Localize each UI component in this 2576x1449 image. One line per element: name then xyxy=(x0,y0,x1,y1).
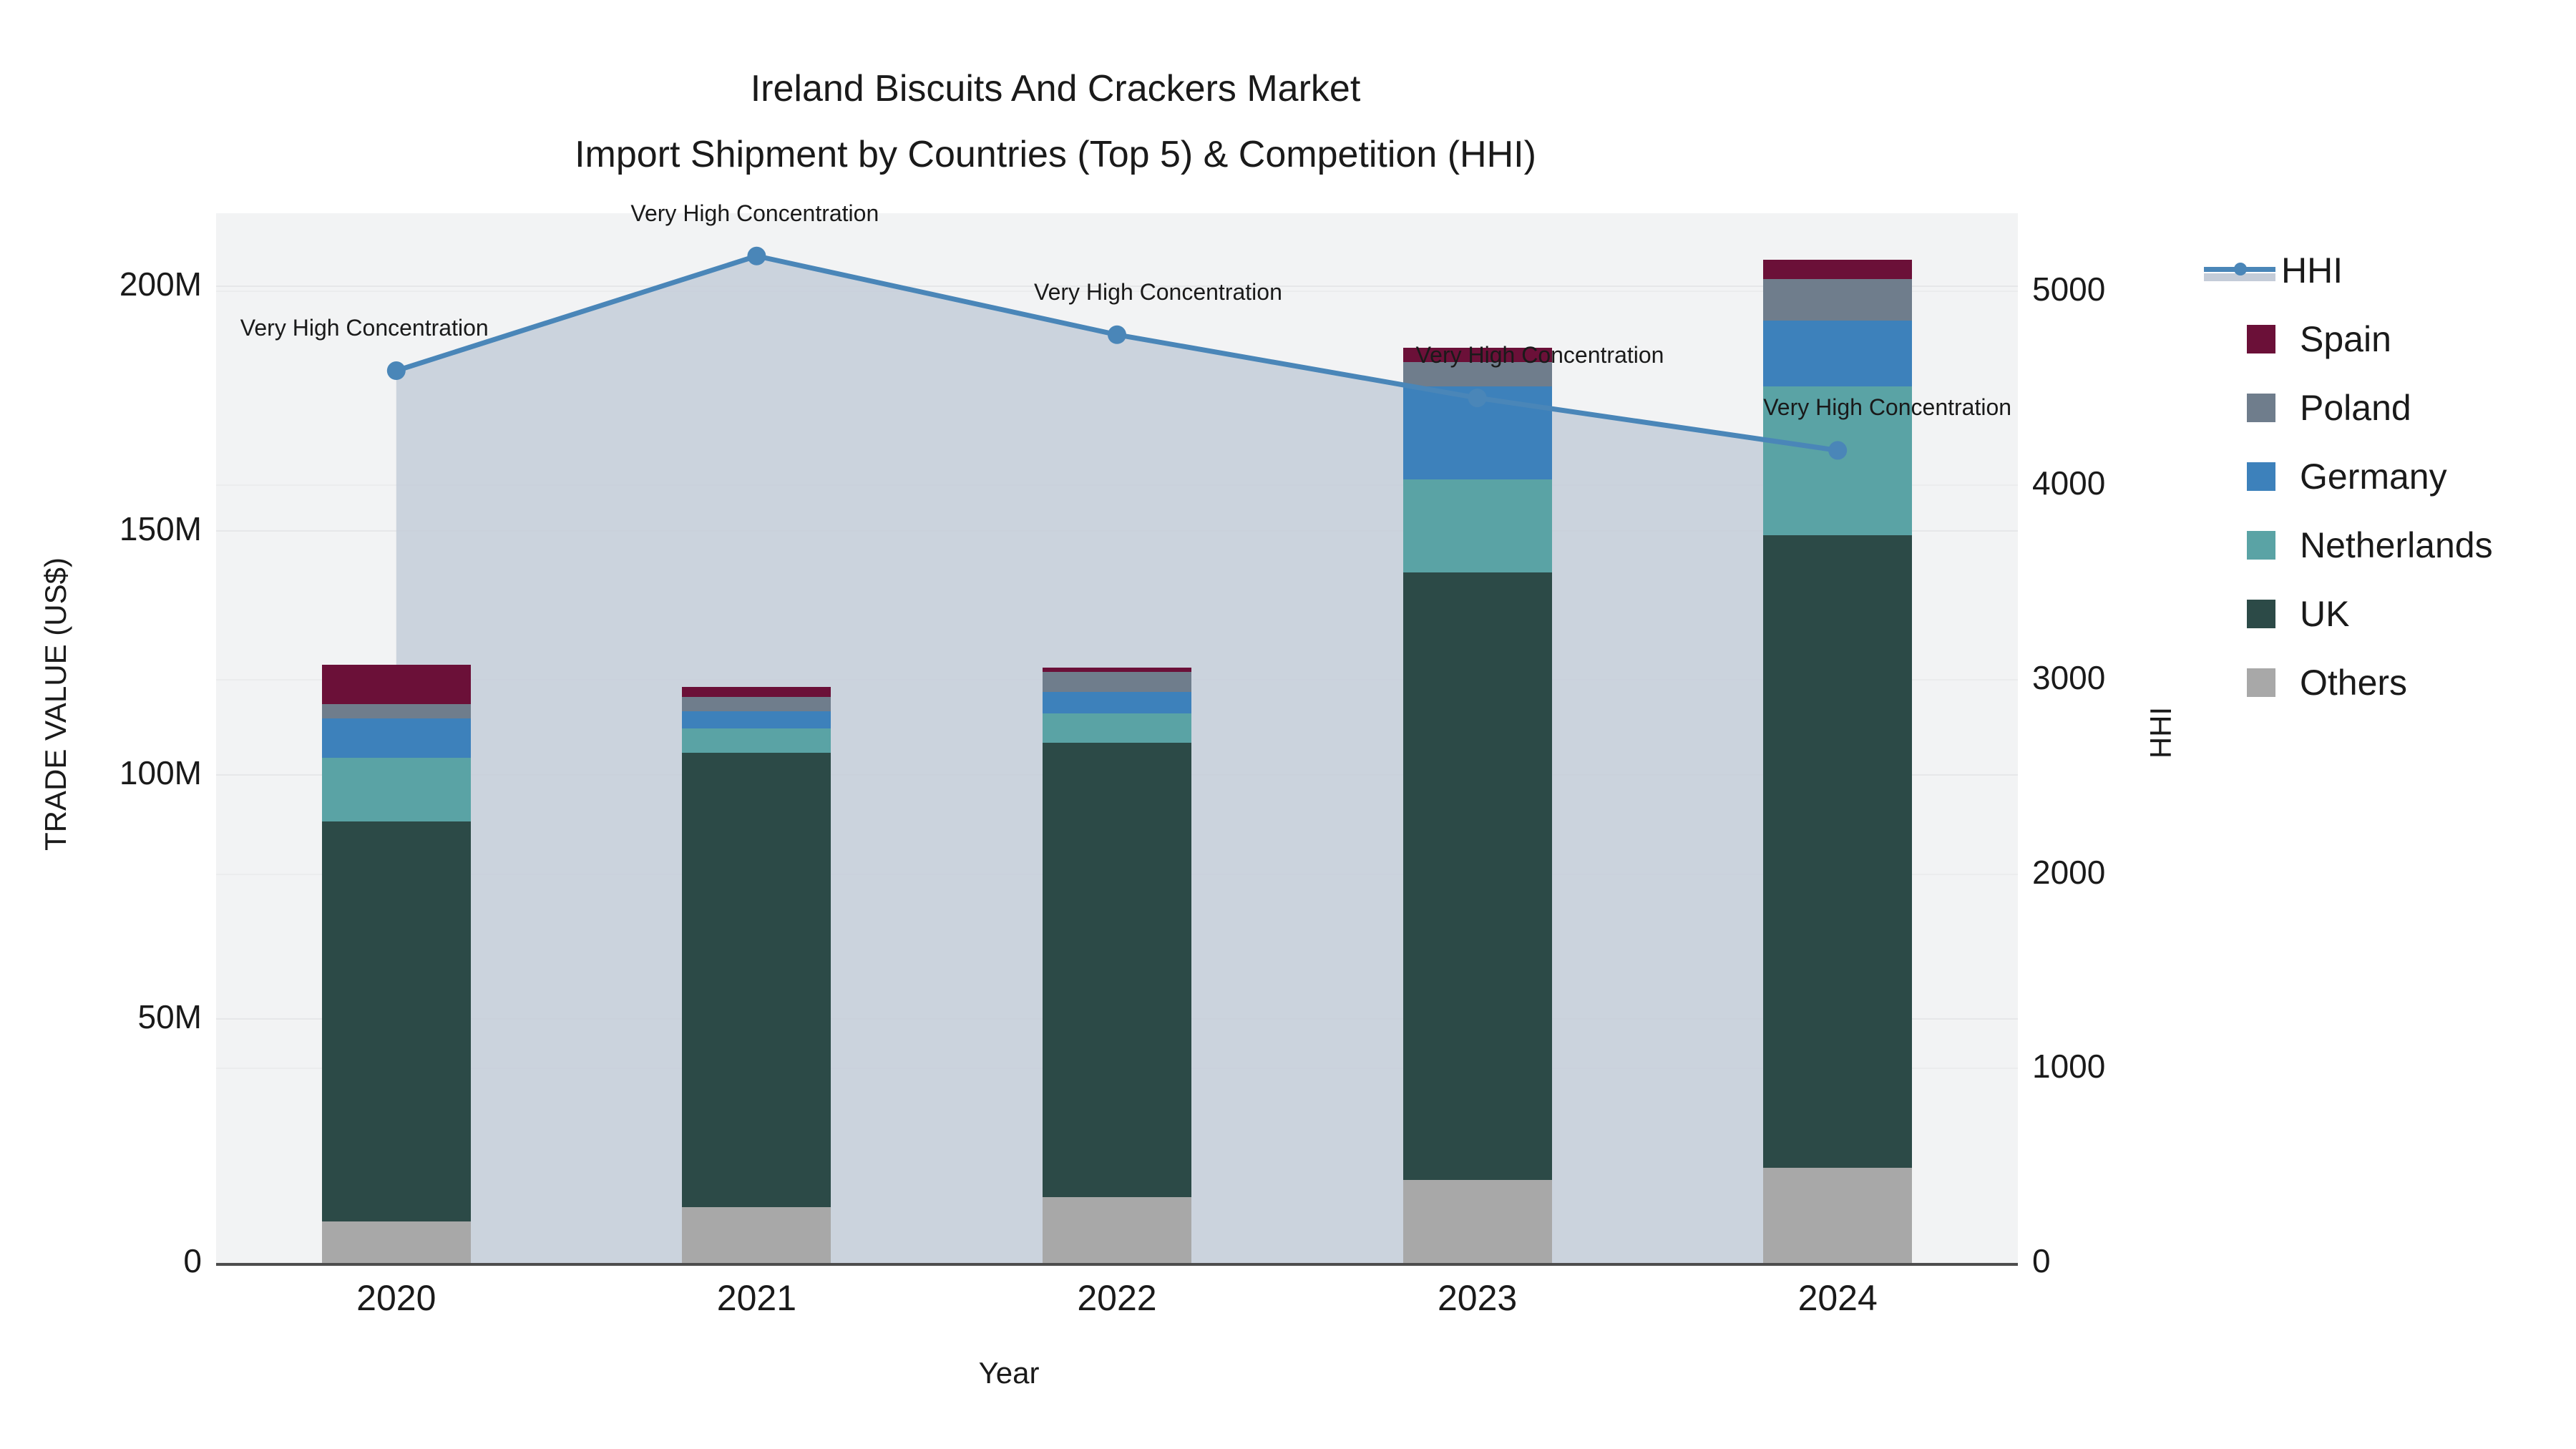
y-right-tick: 5000 xyxy=(2032,270,2106,308)
bar-segment-germany[interactable] xyxy=(1043,691,1191,714)
x-tick-2022: 2022 xyxy=(1077,1278,1157,1318)
bar-segment-germany[interactable] xyxy=(682,711,831,728)
bar-segment-uk[interactable] xyxy=(1402,572,1552,1181)
y-right-tick: 1000 xyxy=(2032,1048,2106,1085)
chart-title: Ireland Biscuits And Crackers Market Imp… xyxy=(0,56,2111,187)
y-left-tick: 100M xyxy=(119,753,202,791)
chart-legend: HHI Spain Poland Germany Netherlands UK Others xyxy=(2204,236,2562,717)
chart-title-line-1: Ireland Biscuits And Crackers Market xyxy=(750,68,1361,109)
legend-label: UK xyxy=(2300,594,2350,634)
legend-swatch-icon xyxy=(2247,531,2275,560)
y-axis-left-label: TRADE VALUE (US$) xyxy=(39,557,72,851)
bar-series xyxy=(216,213,2018,1263)
bar-group-2021[interactable] xyxy=(682,213,831,1263)
hhi-marker-2023[interactable] xyxy=(1468,389,1487,408)
legend-item-poland[interactable]: Poland xyxy=(2225,374,2562,442)
bar-segment-netherlands[interactable] xyxy=(1043,713,1191,743)
x-tick-2020: 2020 xyxy=(356,1278,436,1318)
x-tick-2021: 2021 xyxy=(716,1278,796,1318)
y-left-tick: 0 xyxy=(183,1242,202,1279)
bar-segment-others[interactable] xyxy=(321,1221,471,1263)
bar-segment-uk[interactable] xyxy=(1043,743,1191,1197)
y-right-tick: 2000 xyxy=(2032,853,2106,891)
legend-swatch-icon xyxy=(2247,668,2275,697)
bar-segment-others[interactable] xyxy=(1043,1196,1191,1263)
hhi-marker-2021[interactable] xyxy=(747,246,766,265)
legend-item-spain[interactable]: Spain xyxy=(2225,305,2562,374)
y-right-tick: 4000 xyxy=(2032,464,2106,502)
y-right-tick: 0 xyxy=(2032,1242,2051,1279)
legend-item-uk[interactable]: UK xyxy=(2225,580,2562,648)
bar-group-2020[interactable] xyxy=(321,213,471,1263)
legend-item-netherlands[interactable]: Netherlands xyxy=(2225,511,2562,580)
bar-segment-netherlands[interactable] xyxy=(1763,386,1913,536)
bar-segment-germany[interactable] xyxy=(321,718,471,758)
legend-swatch-icon xyxy=(2247,600,2275,628)
y-left-tick: 50M xyxy=(137,997,202,1035)
bar-segment-uk[interactable] xyxy=(321,821,471,1222)
x-tick-2024: 2024 xyxy=(1797,1278,1878,1318)
legend-label: Others xyxy=(2300,663,2408,703)
bar-segment-poland[interactable] xyxy=(1402,362,1552,387)
annotation-2024: Very High Concentration xyxy=(1763,394,2012,421)
bar-segment-poland[interactable] xyxy=(1043,672,1191,692)
legend-label: Netherlands xyxy=(2300,525,2493,565)
x-axis-line xyxy=(216,1263,2018,1266)
bar-segment-spain[interactable] xyxy=(1402,347,1552,363)
legend-swatch-icon xyxy=(2247,394,2275,422)
bar-segment-poland[interactable] xyxy=(321,703,471,719)
legend-item-germany[interactable]: Germany xyxy=(2225,442,2562,511)
bar-segment-spain[interactable] xyxy=(1043,667,1191,673)
bar-segment-spain[interactable] xyxy=(682,686,831,697)
x-tick-2023: 2023 xyxy=(1437,1278,1518,1318)
legend-label: Poland xyxy=(2300,388,2411,428)
legend-label: HHI xyxy=(2281,250,2343,291)
bar-segment-uk[interactable] xyxy=(1763,535,1913,1168)
hhi-marker-2024[interactable] xyxy=(1828,441,1848,460)
legend-line-icon xyxy=(2204,260,2275,281)
bar-group-2022[interactable] xyxy=(1043,213,1191,1263)
annotation-2022: Very High Concentration xyxy=(1034,278,1282,305)
y-right-tick: 3000 xyxy=(2032,659,2106,696)
chart-title-line-2: Import Shipment by Countries (Top 5) & C… xyxy=(575,134,1536,175)
annotation-2021: Very High Concentration xyxy=(630,200,879,226)
hhi-marker-2022[interactable] xyxy=(1108,325,1126,344)
bar-segment-others[interactable] xyxy=(1402,1180,1552,1263)
legend-item-others[interactable]: Others xyxy=(2225,648,2562,717)
plot-area: Very High Concentration Very High Concent… xyxy=(216,200,2018,1264)
bar-segment-netherlands[interactable] xyxy=(321,757,471,821)
y-axis-right-label: HHI xyxy=(2144,706,2177,759)
legend-swatch-icon xyxy=(2247,462,2275,491)
hhi-line xyxy=(386,246,1848,460)
annotation-2023: Very High Concentration xyxy=(1415,342,1664,369)
y-left-tick: 200M xyxy=(119,265,202,303)
annotation-2020: Very High Concentration xyxy=(240,315,489,341)
bar-segment-spain[interactable] xyxy=(321,665,471,704)
bar-segment-germany[interactable] xyxy=(1763,321,1913,387)
legend-swatch-icon xyxy=(2247,325,2275,353)
bar-segment-poland[interactable] xyxy=(682,696,831,711)
bar-segment-others[interactable] xyxy=(1763,1167,1913,1263)
legend-item-hhi[interactable]: HHI xyxy=(2204,236,2562,305)
bar-segment-spain[interactable] xyxy=(1763,259,1913,280)
hhi-marker-2020[interactable] xyxy=(386,361,406,381)
bar-segment-netherlands[interactable] xyxy=(682,728,831,753)
bar-segment-netherlands[interactable] xyxy=(1402,479,1552,572)
bar-group-2023[interactable] xyxy=(1402,213,1552,1263)
bar-segment-uk[interactable] xyxy=(682,752,831,1207)
legend-label: Germany xyxy=(2300,457,2447,497)
bar-segment-poland[interactable] xyxy=(1763,279,1913,321)
legend-label: Spain xyxy=(2300,319,2391,359)
x-axis-label: Year xyxy=(978,1356,1040,1390)
bar-group-2024[interactable] xyxy=(1763,213,1913,1263)
y-left-tick: 150M xyxy=(119,509,202,547)
bar-segment-others[interactable] xyxy=(682,1206,831,1263)
